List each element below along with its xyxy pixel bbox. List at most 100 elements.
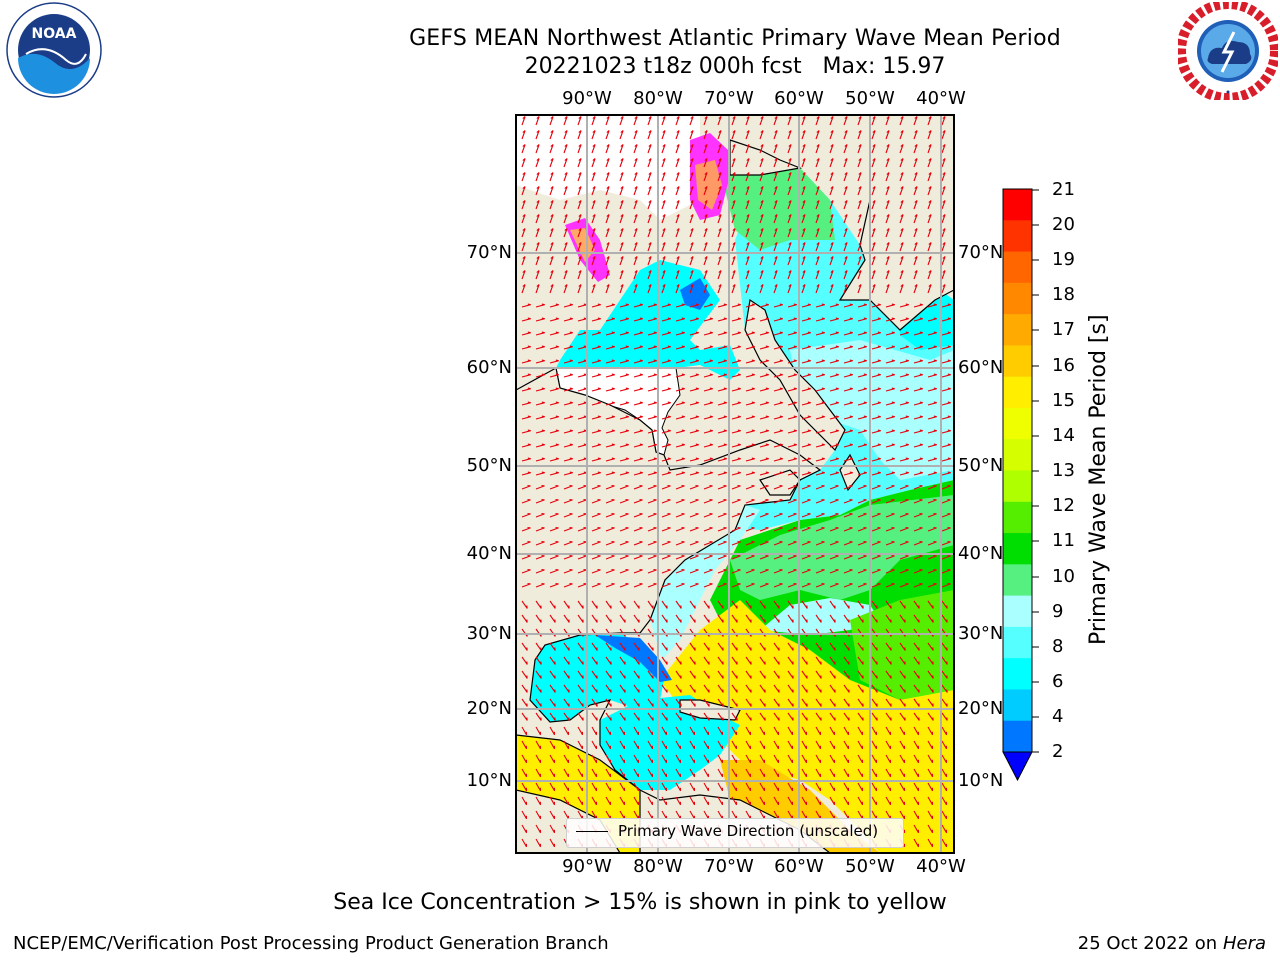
wave-arrow bbox=[605, 284, 610, 294]
lon_ticks_top-tick: 80°W bbox=[633, 88, 683, 109]
wave-arrow bbox=[577, 782, 584, 792]
wave-arrow bbox=[941, 582, 951, 588]
wave-arrow bbox=[633, 415, 643, 420]
wave-arrow bbox=[577, 600, 584, 609]
wave-arrow bbox=[717, 726, 724, 736]
wave-arrow bbox=[745, 317, 755, 322]
wave-arrow bbox=[661, 712, 668, 721]
wave-arrow bbox=[829, 303, 839, 308]
wave-arrow bbox=[605, 754, 612, 764]
wave-arrow bbox=[633, 345, 643, 350]
wave-arrow bbox=[759, 554, 769, 560]
wave-arrow bbox=[703, 200, 708, 210]
wave-arrow bbox=[731, 726, 738, 736]
wave-arrow bbox=[535, 670, 542, 679]
wave-arrow bbox=[661, 698, 668, 707]
wave-arrow bbox=[899, 656, 906, 665]
wave-arrow bbox=[549, 796, 556, 806]
wave-arrow bbox=[899, 270, 904, 280]
wave-arrow bbox=[941, 684, 948, 693]
wave-arrow bbox=[899, 158, 904, 168]
wave-arrow bbox=[605, 554, 615, 560]
wave-arrow bbox=[521, 186, 526, 196]
wave-arrow bbox=[787, 214, 792, 224]
wave-arrow bbox=[773, 331, 783, 336]
wave-arrow bbox=[703, 526, 713, 532]
wave-arrow bbox=[689, 387, 699, 392]
wave-arrow bbox=[535, 614, 542, 623]
wave-arrow bbox=[801, 242, 806, 252]
wave-arrow bbox=[759, 768, 766, 778]
wave-arrow bbox=[787, 158, 792, 168]
wave-arrow bbox=[703, 116, 708, 126]
wave-arrow bbox=[675, 526, 685, 532]
wave-arrow bbox=[899, 670, 906, 679]
wave-arrow bbox=[843, 614, 850, 623]
wave-arrow bbox=[871, 554, 881, 560]
wave-arrow bbox=[745, 614, 752, 623]
wave-arrow bbox=[549, 429, 559, 434]
wave-arrow bbox=[913, 415, 923, 420]
wave-arrow bbox=[899, 582, 909, 588]
wave-arrow bbox=[633, 200, 638, 210]
wave-arrow bbox=[745, 158, 750, 168]
wave-arrow bbox=[619, 512, 629, 518]
wave-arrow bbox=[619, 401, 629, 406]
wave-arrow bbox=[885, 443, 895, 448]
wave-arrow bbox=[661, 228, 666, 238]
wave-arrow bbox=[857, 670, 864, 679]
legend-label: Primary Wave Direction (unscaled) bbox=[618, 822, 879, 840]
wave-arrow bbox=[689, 726, 696, 736]
wave-arrow bbox=[521, 754, 528, 764]
wave-arrow bbox=[941, 600, 948, 609]
wave-arrow bbox=[843, 582, 853, 588]
wave-arrow bbox=[913, 471, 923, 476]
wave-arrow bbox=[899, 359, 909, 364]
wave-arrow bbox=[857, 754, 864, 764]
wave-arrow bbox=[633, 512, 643, 518]
wave-arrow bbox=[591, 498, 601, 504]
wave-arrow bbox=[703, 740, 710, 750]
wave-arrow bbox=[535, 526, 545, 532]
wave-arrow bbox=[857, 768, 864, 778]
wave-arrow bbox=[815, 684, 822, 693]
wave-arrow bbox=[605, 387, 615, 392]
wave-arrow bbox=[815, 600, 822, 609]
wave-arrow bbox=[941, 498, 951, 504]
wave-arrow bbox=[759, 457, 769, 462]
wave-arrow bbox=[563, 373, 573, 378]
wave-arrow bbox=[941, 712, 948, 721]
wave-arrow bbox=[703, 256, 708, 266]
colorbar-segment bbox=[1003, 689, 1032, 722]
wave-arrow bbox=[661, 782, 668, 792]
wave-arrow bbox=[661, 256, 666, 266]
wave-arrow bbox=[591, 698, 598, 707]
wave-arrow bbox=[689, 373, 699, 378]
wave-arrow bbox=[689, 415, 699, 420]
wave-arrow bbox=[717, 284, 722, 294]
wave-arrow bbox=[941, 359, 951, 364]
wave-arrow bbox=[661, 540, 671, 546]
wave-arrow bbox=[689, 540, 699, 546]
wave-arrow bbox=[773, 554, 783, 560]
wave-arrow bbox=[815, 359, 825, 364]
wave-arrow bbox=[941, 172, 946, 182]
wave-arrow bbox=[759, 317, 769, 322]
wave-arrow bbox=[731, 116, 736, 126]
wave-arrow bbox=[843, 484, 853, 490]
wave-arrow bbox=[647, 158, 652, 168]
wave-arrow bbox=[829, 614, 836, 623]
wave-arrow bbox=[801, 512, 811, 518]
wave-arrow bbox=[815, 317, 825, 322]
wave-arrow bbox=[717, 214, 722, 224]
wave-arrow bbox=[563, 670, 570, 679]
wave-arrow bbox=[619, 186, 624, 196]
wave-arrow bbox=[703, 242, 708, 252]
wave-arrow bbox=[829, 684, 836, 693]
wave-arrow bbox=[563, 256, 568, 266]
wave-arrow bbox=[773, 242, 778, 252]
wave-arrow bbox=[675, 345, 685, 350]
wave-arrow bbox=[731, 512, 741, 518]
wave-arrow bbox=[885, 540, 895, 546]
wave-arrow bbox=[563, 796, 570, 806]
